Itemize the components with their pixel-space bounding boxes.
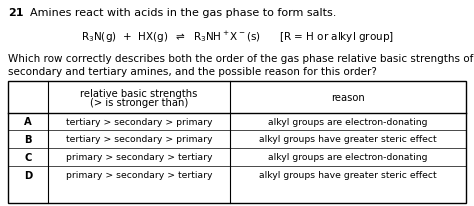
Text: secondary and tertiary amines, and the possible reason for this order?: secondary and tertiary amines, and the p… [8, 67, 377, 77]
Text: primary > secondary > tertiary: primary > secondary > tertiary [66, 153, 212, 162]
Text: Which row correctly describes both the order of the gas phase relative basic str: Which row correctly describes both the o… [8, 54, 474, 64]
Text: tertiary > secondary > primary: tertiary > secondary > primary [66, 135, 212, 144]
Text: alkyl groups are electron-donating: alkyl groups are electron-donating [268, 153, 428, 162]
Text: primary > secondary > tertiary: primary > secondary > tertiary [66, 171, 212, 180]
Text: 21: 21 [8, 8, 24, 18]
Text: B: B [24, 134, 32, 144]
Text: R$_3$N(g)  +  HX(g)  $\rightleftharpoons$  R$_3$NH$^+$X$^-$(s)      [R = H or al: R$_3$N(g) + HX(g) $\rightleftharpoons$ R… [81, 30, 393, 45]
Bar [8, 82, 466, 203]
Text: alkyl groups are electron-donating: alkyl groups are electron-donating [268, 117, 428, 126]
Text: alkyl groups have greater steric effect: alkyl groups have greater steric effect [259, 135, 437, 144]
Text: Amines react with acids in the gas phase to form salts.: Amines react with acids in the gas phase… [30, 8, 337, 18]
Text: A: A [24, 117, 32, 127]
Text: D: D [24, 170, 32, 180]
Text: reason: reason [331, 92, 365, 103]
Text: relative basic strengths: relative basic strengths [80, 89, 198, 98]
Text: tertiary > secondary > primary: tertiary > secondary > primary [66, 117, 212, 126]
Text: (> is stronger than): (> is stronger than) [90, 97, 188, 108]
Text: alkyl groups have greater steric effect: alkyl groups have greater steric effect [259, 171, 437, 180]
Text: C: C [24, 152, 32, 162]
